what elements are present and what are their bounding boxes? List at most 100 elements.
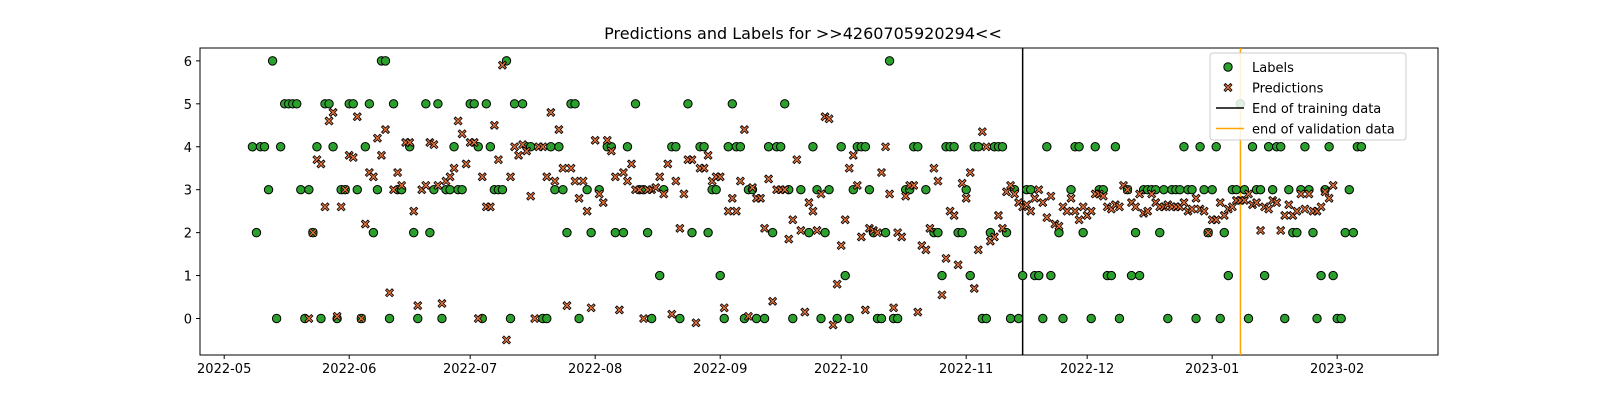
prediction-point — [804, 198, 814, 208]
series-predictions — [304, 60, 1338, 345]
prediction-point — [1086, 206, 1096, 216]
prediction-point — [437, 298, 447, 309]
prediction-point — [1199, 206, 1209, 216]
label-point — [505, 313, 516, 324]
prediction-point — [747, 182, 758, 193]
prediction-point — [1203, 228, 1213, 238]
label-point — [804, 227, 814, 238]
prediction-point — [514, 150, 524, 160]
prediction-point — [901, 191, 911, 201]
prediction-point — [1256, 225, 1266, 236]
label-point — [1280, 313, 1290, 324]
label-point — [1054, 227, 1064, 238]
prediction-point — [485, 202, 495, 212]
prediction-point — [828, 320, 838, 330]
label-point — [316, 313, 326, 324]
label-point — [642, 227, 653, 238]
prediction-point — [1215, 198, 1225, 208]
label-point — [957, 227, 967, 238]
label-point — [1292, 227, 1302, 238]
prediction-point — [824, 114, 834, 124]
prediction-point — [1304, 189, 1314, 199]
prediction-point — [913, 307, 923, 317]
label-point — [263, 184, 274, 195]
prediction-point — [1022, 200, 1032, 210]
label-point — [1344, 184, 1354, 195]
prediction-point — [1239, 195, 1250, 205]
prediction-point — [1191, 193, 1201, 203]
label-point — [671, 142, 681, 152]
prediction-point — [421, 180, 431, 190]
label-point — [348, 99, 358, 109]
label-point — [921, 184, 931, 195]
prediction-point — [1143, 206, 1153, 216]
prediction-point — [723, 206, 733, 216]
prediction-point — [1074, 215, 1084, 225]
label-point — [1159, 184, 1169, 195]
prediction-point — [1010, 189, 1020, 199]
prediction-point — [655, 172, 665, 182]
prediction-point — [816, 189, 826, 199]
prediction-point — [897, 232, 907, 242]
prediction-point — [639, 313, 649, 324]
label-point — [759, 313, 770, 324]
prediction-point — [953, 260, 963, 270]
prediction-point — [590, 135, 600, 145]
label-point — [1255, 184, 1266, 195]
label-point — [735, 142, 746, 152]
prediction-point — [558, 163, 568, 173]
prediction-point — [715, 172, 725, 182]
label-point — [675, 313, 685, 324]
prediction-point — [501, 335, 512, 345]
prediction-point — [469, 137, 479, 148]
label-point — [884, 56, 895, 66]
prediction-point — [598, 198, 608, 208]
label-point — [380, 56, 391, 66]
x-tick-label: 2023-02 — [1310, 362, 1364, 377]
prediction-point — [933, 176, 943, 186]
prediction-point — [800, 307, 810, 317]
y-tick-label: 6 — [184, 55, 192, 70]
prediction-point — [768, 296, 778, 306]
label-point — [275, 142, 286, 152]
prediction-point — [352, 112, 362, 122]
label-point — [1219, 227, 1229, 238]
prediction-point — [497, 60, 508, 70]
label-point — [949, 142, 959, 152]
prediction-point — [1280, 210, 1290, 221]
prediction-point — [546, 107, 556, 117]
prediction-point — [453, 116, 463, 126]
prediction-point — [376, 150, 387, 160]
legend-label: Labels — [1252, 61, 1294, 76]
prediction-point — [1211, 215, 1221, 225]
label-point — [1038, 313, 1048, 324]
label-point — [360, 142, 371, 152]
label-point — [542, 313, 552, 324]
label-point — [816, 313, 826, 324]
label-point — [292, 99, 302, 109]
label-point — [937, 270, 947, 281]
label-point — [1013, 313, 1024, 324]
prediction-point — [844, 163, 854, 173]
label-point — [836, 142, 846, 152]
label-point — [961, 184, 971, 195]
label-point — [324, 99, 334, 109]
x-tick-label: 2022-11 — [939, 362, 993, 377]
prediction-point — [667, 309, 677, 319]
label-point — [981, 313, 992, 324]
label-point — [727, 99, 737, 109]
prediction-point — [1227, 202, 1237, 212]
prediction-point — [889, 303, 899, 313]
label-point — [497, 184, 508, 195]
label-point — [1199, 184, 1209, 195]
label-point — [1207, 184, 1217, 195]
prediction-point — [989, 232, 999, 242]
prediction-point — [727, 193, 737, 203]
label-point — [1223, 270, 1234, 281]
prediction-point — [348, 152, 358, 163]
label-point — [562, 227, 572, 238]
label-point — [780, 99, 790, 109]
prediction-point — [610, 172, 620, 182]
series-labels — [247, 56, 1367, 324]
